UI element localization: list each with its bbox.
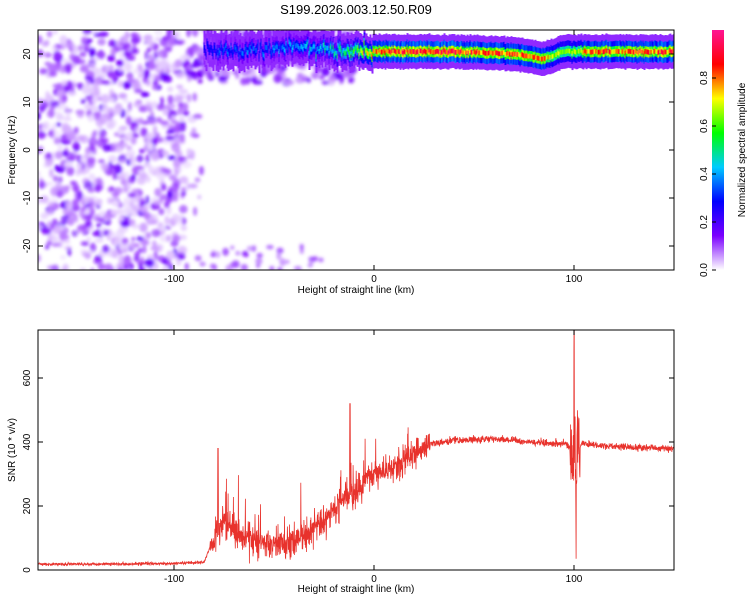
x-tick-label: -100: [164, 274, 184, 285]
x-tick-label: 100: [566, 574, 583, 585]
y-tick-label: 0: [22, 567, 33, 573]
y-tick-label: -20: [22, 238, 33, 253]
x-tick-label: -100: [164, 574, 184, 585]
colorbar-tick-label: 0.8: [699, 71, 710, 85]
colorbar-tick-label: 0.2: [699, 215, 710, 229]
x-tick-label: 0: [371, 274, 377, 285]
snr-panel: -100 0 100 0 200 400 600 Height of straight l…: [7, 329, 675, 595]
y-tick-label: 400: [22, 433, 33, 450]
colorbar-label: Normalized spectral amplitude: [737, 82, 748, 217]
spectrogram-y-ticks: 20 10 0 -10 -20: [22, 48, 674, 253]
spectrogram-y-label: Frequency (Hz): [7, 116, 18, 185]
spectrogram-x-ticks: -100 0 100: [164, 30, 583, 285]
y-tick-label: 20: [22, 48, 33, 60]
x-tick-label: 100: [566, 274, 583, 285]
spectrogram-x-label: Height of straight line (km): [298, 285, 415, 296]
snr-series-line: [38, 330, 674, 567]
y-tick-label: 0: [22, 147, 33, 153]
snr-x-ticks: -100 0 100: [164, 330, 583, 585]
y-tick-label: 10: [22, 96, 33, 108]
colorbar-ticks: 0.0 0.2 0.4 0.6 0.8: [699, 71, 716, 277]
snr-y-ticks: 0 200 400 600: [22, 369, 674, 573]
snr-y-label: SNR (10 * v/v): [7, 418, 18, 482]
colorbar-gradient: [712, 30, 724, 270]
snr-frame: [37, 329, 675, 571]
snr-x-label: Height of straight line (km): [298, 584, 415, 595]
y-tick-label: 200: [22, 497, 33, 514]
colorbar-tick-label: 0.0: [699, 263, 710, 277]
y-tick-label: -10: [22, 190, 33, 205]
x-tick-label: 0: [371, 574, 377, 585]
colorbar-tick-label: 0.6: [699, 119, 710, 133]
spectrogram-image: [38, 30, 674, 270]
y-tick-label: 600: [22, 369, 33, 386]
colorbar-tick-label: 0.4: [699, 167, 710, 181]
colorbar: 0.0 0.2 0.4 0.6 0.8 Normalized spectral ampl…: [699, 30, 748, 277]
figure-title: S199.2026.003.12.50.R09: [280, 2, 432, 17]
